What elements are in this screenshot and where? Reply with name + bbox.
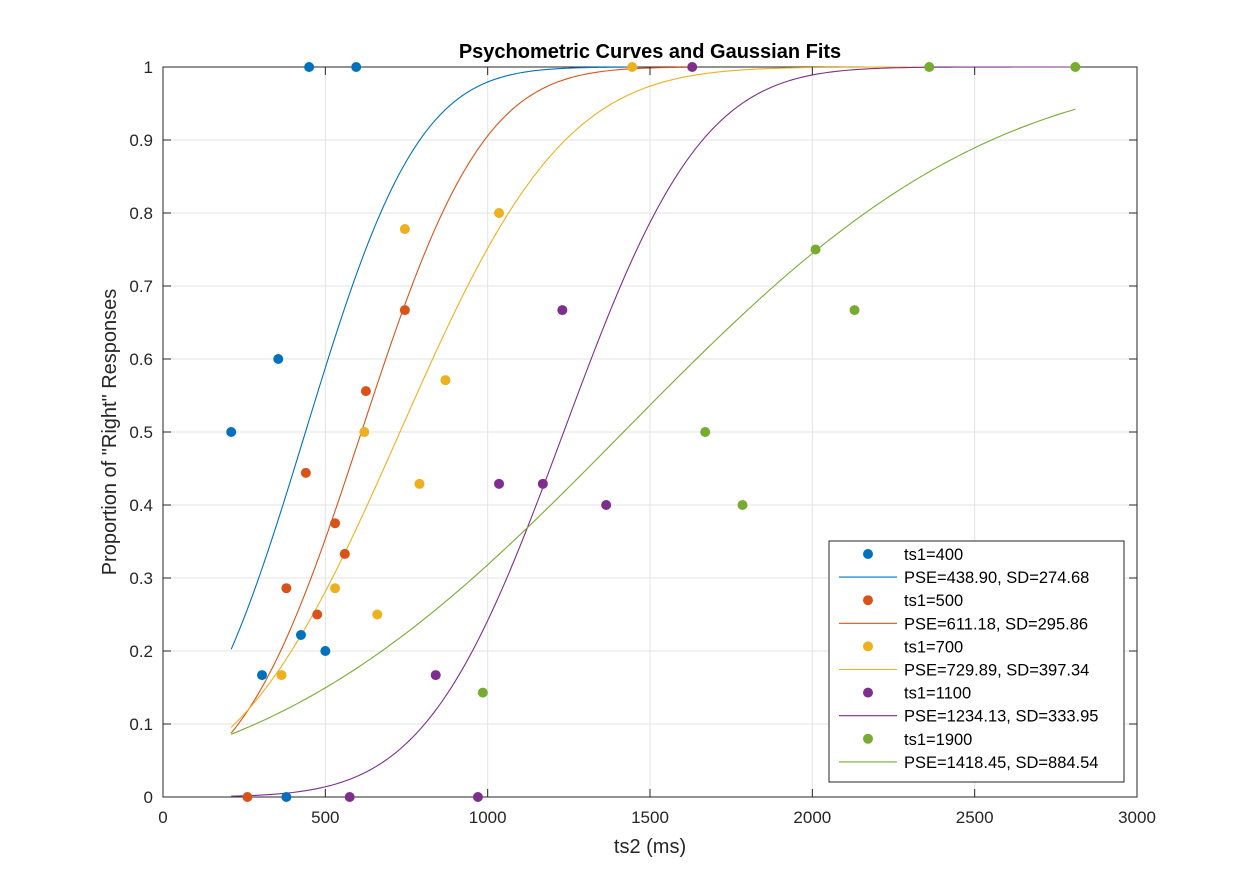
legend: ts1=400 PSE=438.90, SD=274.68 ts1=500 PSE=6… <box>828 540 1125 783</box>
legend-fit-label: PSE=1418.45, SD=884.54 <box>904 754 1099 772</box>
x-tick-label: 2500 <box>956 808 994 827</box>
fit-curve-ts1-700 <box>230 66 926 728</box>
x-tick-label: 3000 <box>1118 808 1156 827</box>
legend-marker <box>863 595 873 606</box>
data-point-ts1-1900 <box>477 687 488 698</box>
y-axis-label: Proportion of "Right" Responses <box>99 289 121 576</box>
legend-marker <box>863 641 873 652</box>
data-point-ts1-700 <box>330 583 341 594</box>
data-point-ts1-500 <box>330 518 341 529</box>
y-tick-label: 0.7 <box>129 277 153 296</box>
data-point-ts1-500 <box>312 609 323 620</box>
data-point-ts1-1100 <box>557 305 568 316</box>
data-point-ts1-500 <box>339 548 350 559</box>
data-point-ts1-1100 <box>601 500 612 510</box>
fit-curve-ts1-400 <box>230 66 631 650</box>
axis-ticks: 0 500 1000 1500 2000 2500 3000 0 0.1 0.2 0.3 0.4 0.5… <box>129 58 1156 827</box>
y-tick-label: 1 <box>144 58 153 77</box>
data-point-ts1-1900 <box>924 62 935 72</box>
fit-curve-ts1-1100 <box>231 66 1076 797</box>
y-tick-label: 0.6 <box>129 350 153 369</box>
data-point-ts1-400 <box>273 354 284 364</box>
data-point-ts1-500 <box>360 386 371 397</box>
chart-title: Psychometric Curves and Gaussian Fits <box>459 41 841 63</box>
data-points <box>226 62 1081 802</box>
y-tick-label: 0 <box>144 788 153 807</box>
data-point-ts1-1900 <box>737 500 748 510</box>
data-point-ts1-700 <box>399 224 410 235</box>
data-point-ts1-1900 <box>810 244 821 255</box>
y-tick-label: 0.3 <box>129 569 153 588</box>
data-point-ts1-1100 <box>494 478 505 489</box>
data-point-ts1-700 <box>627 62 638 72</box>
fit-curve-ts1-500 <box>230 66 693 734</box>
fit-curve-ts1-1900 <box>230 108 1076 735</box>
legend-fit-label: PSE=438.90, SD=274.68 <box>904 569 1089 587</box>
legend-marker <box>863 549 873 559</box>
fit-curves <box>230 66 1076 797</box>
data-point-ts1-700 <box>372 609 383 620</box>
data-point-ts1-500 <box>399 305 410 316</box>
legend-entry-label: ts1=500 <box>904 592 963 610</box>
x-tick-label: 0 <box>158 808 167 827</box>
data-point-ts1-400 <box>320 646 331 656</box>
x-tick-label: 1500 <box>631 808 669 827</box>
data-point-ts1-500 <box>242 792 253 802</box>
data-point-ts1-1100 <box>344 792 355 802</box>
data-point-ts1-400 <box>351 62 362 72</box>
grid-lines <box>163 67 1137 797</box>
data-point-ts1-400 <box>226 427 237 437</box>
legend-entry-label: ts1=700 <box>904 638 963 656</box>
y-tick-label: 0.2 <box>129 642 153 661</box>
x-tick-label: 500 <box>311 808 339 827</box>
y-tick-label: 0.1 <box>129 715 153 734</box>
data-point-ts1-1900 <box>700 427 711 437</box>
x-tick-label: 1000 <box>469 808 507 827</box>
legend-fit-label: PSE=1234.13, SD=333.95 <box>904 708 1099 726</box>
data-point-ts1-700 <box>414 478 425 489</box>
data-point-ts1-400 <box>304 62 315 72</box>
legend-entry-label: ts1=1900 <box>904 731 972 749</box>
data-point-ts1-1100 <box>537 478 548 489</box>
data-point-ts1-400 <box>281 792 292 802</box>
legend-marker <box>863 687 873 698</box>
data-point-ts1-400 <box>295 629 306 640</box>
legend-box <box>828 540 1125 783</box>
legend-fit-label: PSE=611.18, SD=295.86 <box>904 615 1088 633</box>
x-tick-label: 2000 <box>793 808 831 827</box>
data-point-ts1-700 <box>276 670 287 681</box>
y-tick-label: 0.8 <box>129 204 153 223</box>
data-point-ts1-700 <box>494 208 505 218</box>
x-axis-label: ts2 (ms) <box>614 836 686 858</box>
legend-entry-label: ts1=400 <box>904 546 963 564</box>
data-point-ts1-1100 <box>687 62 698 72</box>
legend-entry-label: ts1=1100 <box>904 685 971 703</box>
data-point-ts1-700 <box>440 375 451 386</box>
data-point-ts1-400 <box>257 670 268 681</box>
data-point-ts1-1100 <box>472 792 483 802</box>
y-tick-label: 0.9 <box>129 131 153 150</box>
data-point-ts1-700 <box>359 427 370 437</box>
data-point-ts1-500 <box>300 467 311 478</box>
legend-marker <box>863 733 873 744</box>
data-point-ts1-1100 <box>430 670 441 681</box>
y-tick-label: 0.5 <box>129 423 153 442</box>
y-tick-label: 0.4 <box>129 496 153 515</box>
legend-fit-label: PSE=729.89, SD=397.34 <box>904 662 1089 680</box>
data-point-ts1-1900 <box>1070 62 1081 72</box>
data-point-ts1-1900 <box>849 305 860 316</box>
data-point-ts1-500 <box>281 583 292 594</box>
